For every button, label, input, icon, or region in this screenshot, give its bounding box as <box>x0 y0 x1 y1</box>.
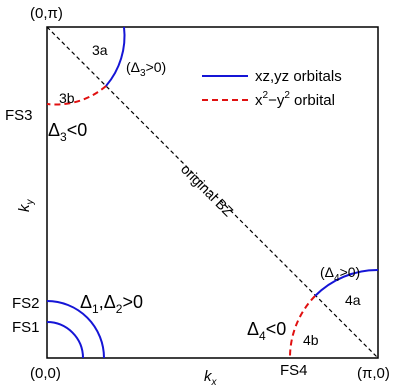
fs1-arc <box>46 321 84 359</box>
region-label-3b: 3b <box>59 90 75 106</box>
delta3-positive-label: (Δ3>0) <box>126 59 166 79</box>
region-label-3a: 3a <box>92 42 108 58</box>
delta4-positive-label: (Δ4>0) <box>320 264 360 284</box>
original-bz-diagonal <box>46 26 379 359</box>
legend-label-x2-y2: x2−y2 orbital <box>255 90 335 109</box>
fs2-arc <box>46 300 105 359</box>
delta12-positive-label: Δ1,Δ2>0 <box>80 292 143 316</box>
corner-label-bottom-left: (0,0) <box>30 365 61 382</box>
x-axis-label: kx <box>204 368 218 385</box>
fs3-label: FS3 <box>5 107 33 124</box>
corner-label-bottom-right: (π,0) <box>357 365 390 382</box>
region-label-4a: 4a <box>345 292 361 308</box>
fs4-arc-blue <box>314 268 379 297</box>
legend-label-xz-yz: xz,yz orbitals <box>255 68 342 85</box>
region-label-4b: 4b <box>303 332 319 348</box>
y-axis-label: ky <box>16 199 36 213</box>
brillouin-zone-frame <box>46 26 379 359</box>
fs1-label: FS1 <box>12 319 40 336</box>
fs3-arc-blue <box>105 26 126 87</box>
delta3-negative-label: Δ3<0 <box>48 120 87 144</box>
fs4-label: FS4 <box>280 362 308 379</box>
fs3-arc-red <box>46 85 107 106</box>
delta4-negative-label: Δ4<0 <box>247 319 286 343</box>
fs2-label: FS2 <box>12 295 40 312</box>
fs4-arc-red <box>288 295 316 359</box>
original-bz-label: original BZ <box>178 161 237 220</box>
corner-label-top-left: (0,π) <box>30 5 63 22</box>
